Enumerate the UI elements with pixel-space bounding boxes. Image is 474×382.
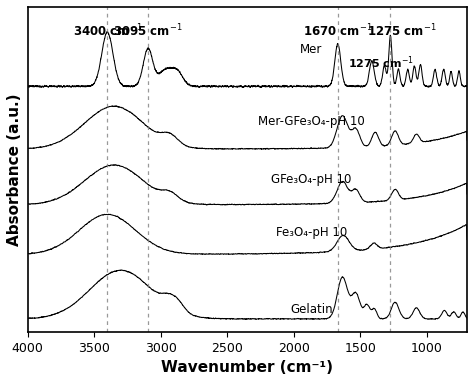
Text: 1275 cm$^{-1}$: 1275 cm$^{-1}$ (347, 55, 413, 71)
Text: 3400 cm$^{-1}$: 3400 cm$^{-1}$ (73, 23, 142, 39)
Text: Fe₃O₄-pH 10: Fe₃O₄-pH 10 (275, 226, 347, 239)
Text: 1670 cm$^{-1}$: 1670 cm$^{-1}$ (303, 23, 373, 39)
X-axis label: Wavenumber (cm⁻¹): Wavenumber (cm⁻¹) (161, 360, 333, 375)
Text: 3095 cm$^{-1}$: 3095 cm$^{-1}$ (113, 23, 183, 39)
Text: Mer: Mer (300, 44, 322, 57)
Text: Gelatin: Gelatin (290, 303, 333, 316)
Text: 1275 cm$^{-1}$: 1275 cm$^{-1}$ (367, 23, 437, 39)
Text: GFe₃O₄-pH 10: GFe₃O₄-pH 10 (271, 173, 351, 186)
Text: Mer-GFe₃O₄-pH 10: Mer-GFe₃O₄-pH 10 (258, 115, 365, 128)
Y-axis label: Absorbance (a.u.): Absorbance (a.u.) (7, 93, 22, 246)
